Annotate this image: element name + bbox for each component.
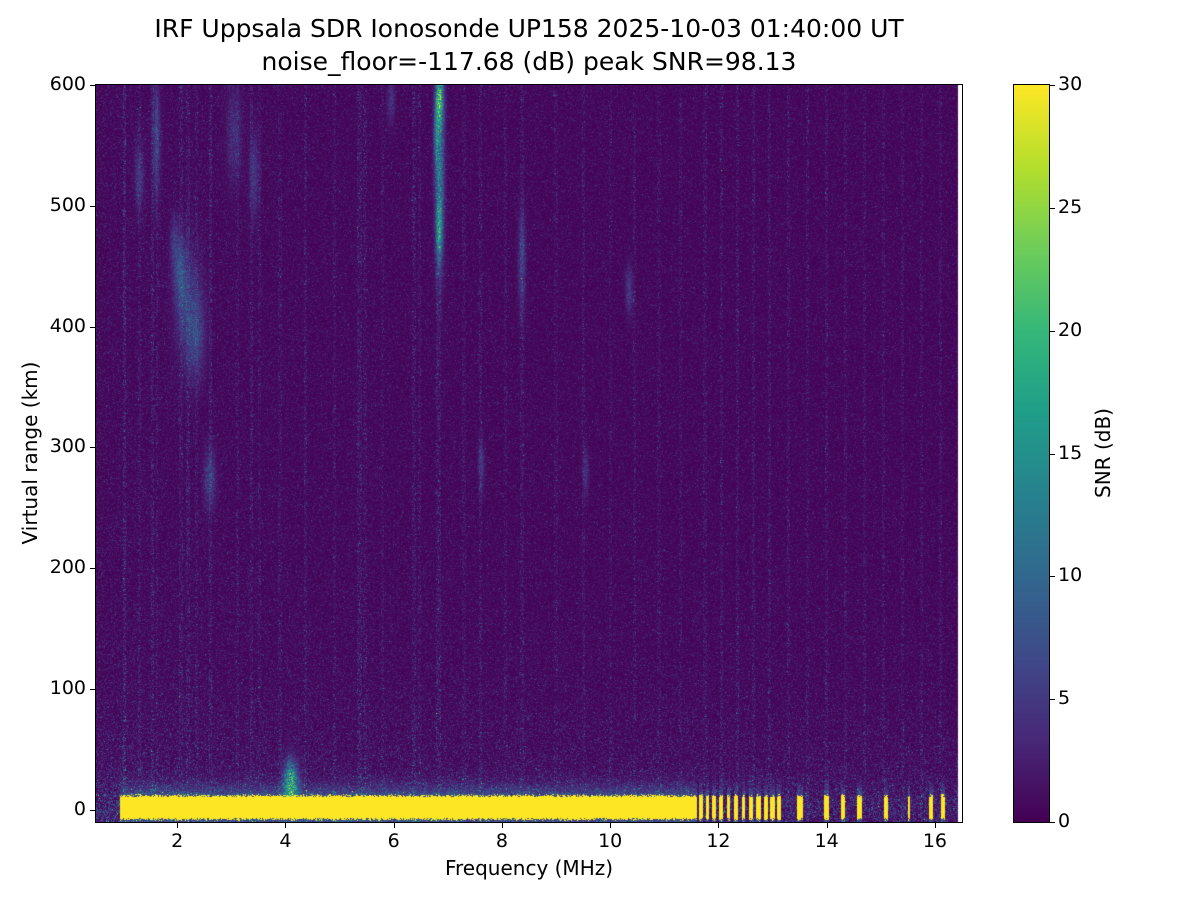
- y-tick-mark: [90, 809, 95, 811]
- y-tick-label: 500: [49, 193, 86, 216]
- x-tick-mark: [285, 823, 287, 828]
- colorbar: [1013, 84, 1050, 823]
- chart-title-line1: IRF Uppsala SDR Ionosonde UP158 2025-10-…: [154, 14, 904, 43]
- x-tick-mark: [934, 823, 936, 828]
- colorbar-tick-mark: [1050, 699, 1055, 701]
- chart-title-line2: noise_floor=-117.68 (dB) peak SNR=98.13: [261, 47, 797, 76]
- x-tick-label: 4: [279, 830, 292, 852]
- colorbar-tick-mark: [1050, 85, 1055, 86]
- y-tick-label: 100: [49, 677, 86, 700]
- colorbar-tick-mark: [1050, 330, 1055, 332]
- x-tick-label: 14: [814, 830, 839, 852]
- y-tick-mark: [90, 447, 95, 449]
- colorbar-tick-label: 5: [1058, 687, 1071, 710]
- y-tick-mark: [90, 85, 95, 86]
- x-tick-label: 8: [495, 830, 508, 852]
- y-axis-label: Virtual range (km): [18, 361, 42, 545]
- y-tick-label: 0: [73, 797, 86, 820]
- colorbar-canvas: [1014, 85, 1049, 822]
- y-tick-label: 600: [49, 73, 86, 95]
- y-tick-label: 300: [49, 435, 86, 458]
- colorbar-tick-mark: [1050, 453, 1055, 455]
- y-tick-label: 400: [49, 314, 86, 337]
- ionogram-heatmap-canvas: [96, 85, 962, 822]
- y-tick-mark: [90, 205, 95, 207]
- x-tick-label: 12: [706, 830, 731, 852]
- x-tick-mark: [501, 823, 503, 828]
- colorbar-tick-label: 10: [1058, 564, 1083, 587]
- x-tick-mark: [610, 823, 612, 828]
- colorbar-tick-label: 30: [1058, 73, 1083, 95]
- y-tick-mark: [90, 326, 95, 328]
- x-tick-label: 16: [922, 830, 948, 852]
- x-tick-label: 6: [387, 830, 400, 852]
- y-tick-mark: [90, 568, 95, 570]
- colorbar-label: SNR (dB): [1091, 408, 1115, 498]
- colorbar-tick-mark: [1050, 576, 1055, 578]
- colorbar-tick-label: 20: [1058, 318, 1083, 341]
- x-tick-mark: [177, 823, 179, 828]
- colorbar-tick-mark: [1050, 822, 1055, 823]
- x-tick-mark: [826, 823, 828, 828]
- colorbar-tick-label: 0: [1058, 810, 1071, 832]
- colorbar-tick-label: 15: [1058, 441, 1083, 464]
- x-tick-label: 10: [598, 830, 623, 852]
- heatmap-plot-area: [95, 84, 963, 823]
- colorbar-tick-label: 25: [1058, 195, 1083, 218]
- chart-title: IRF Uppsala SDR Ionosonde UP158 2025-10-…: [96, 12, 962, 78]
- x-tick-label: 2: [171, 830, 184, 852]
- colorbar-tick-mark: [1050, 207, 1055, 209]
- y-tick-label: 200: [49, 556, 86, 579]
- x-axis-label: Frequency (MHz): [444, 856, 614, 880]
- y-tick-mark: [90, 689, 95, 691]
- x-tick-mark: [718, 823, 720, 828]
- x-tick-mark: [393, 823, 395, 828]
